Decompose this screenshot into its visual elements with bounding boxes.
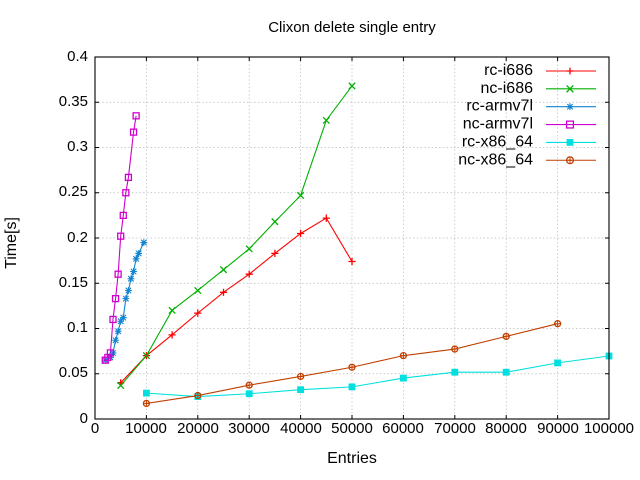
svg-text:nc-x86_64: nc-x86_64 <box>458 151 533 168</box>
svg-text:20000: 20000 <box>177 420 219 437</box>
svg-text:0.4: 0.4 <box>67 48 88 65</box>
svg-text:Entries: Entries <box>327 450 377 467</box>
svg-text:30000: 30000 <box>228 420 270 437</box>
svg-text:0.05: 0.05 <box>59 364 88 381</box>
svg-text:0.25: 0.25 <box>59 183 88 200</box>
svg-text:70000: 70000 <box>434 420 476 437</box>
svg-text:100000: 100000 <box>584 420 634 437</box>
svg-text:10000: 10000 <box>125 420 167 437</box>
svg-text:Time[s]: Time[s] <box>3 217 20 269</box>
svg-text:90000: 90000 <box>537 420 579 437</box>
svg-text:0.1: 0.1 <box>67 319 88 336</box>
svg-text:0.2: 0.2 <box>67 229 88 246</box>
svg-text:80000: 80000 <box>485 420 527 437</box>
svg-text:60000: 60000 <box>382 420 424 437</box>
svg-text:rc-x86_64: rc-x86_64 <box>462 133 533 150</box>
svg-text:nc-armv7l: nc-armv7l <box>463 116 533 133</box>
svg-text:40000: 40000 <box>280 420 322 437</box>
svg-text:nc-i686: nc-i686 <box>481 80 534 97</box>
svg-text:rc-i686: rc-i686 <box>484 62 533 79</box>
svg-text:0.3: 0.3 <box>67 138 88 155</box>
svg-text:50000: 50000 <box>331 420 373 437</box>
svg-text:0.15: 0.15 <box>59 274 88 291</box>
svg-text:0.35: 0.35 <box>59 93 88 110</box>
svg-text:rc-armv7l: rc-armv7l <box>466 98 533 115</box>
svg-text:0: 0 <box>91 420 99 437</box>
svg-text:Clixon delete single entry: Clixon delete single entry <box>268 19 436 36</box>
svg-text:0: 0 <box>80 410 88 427</box>
